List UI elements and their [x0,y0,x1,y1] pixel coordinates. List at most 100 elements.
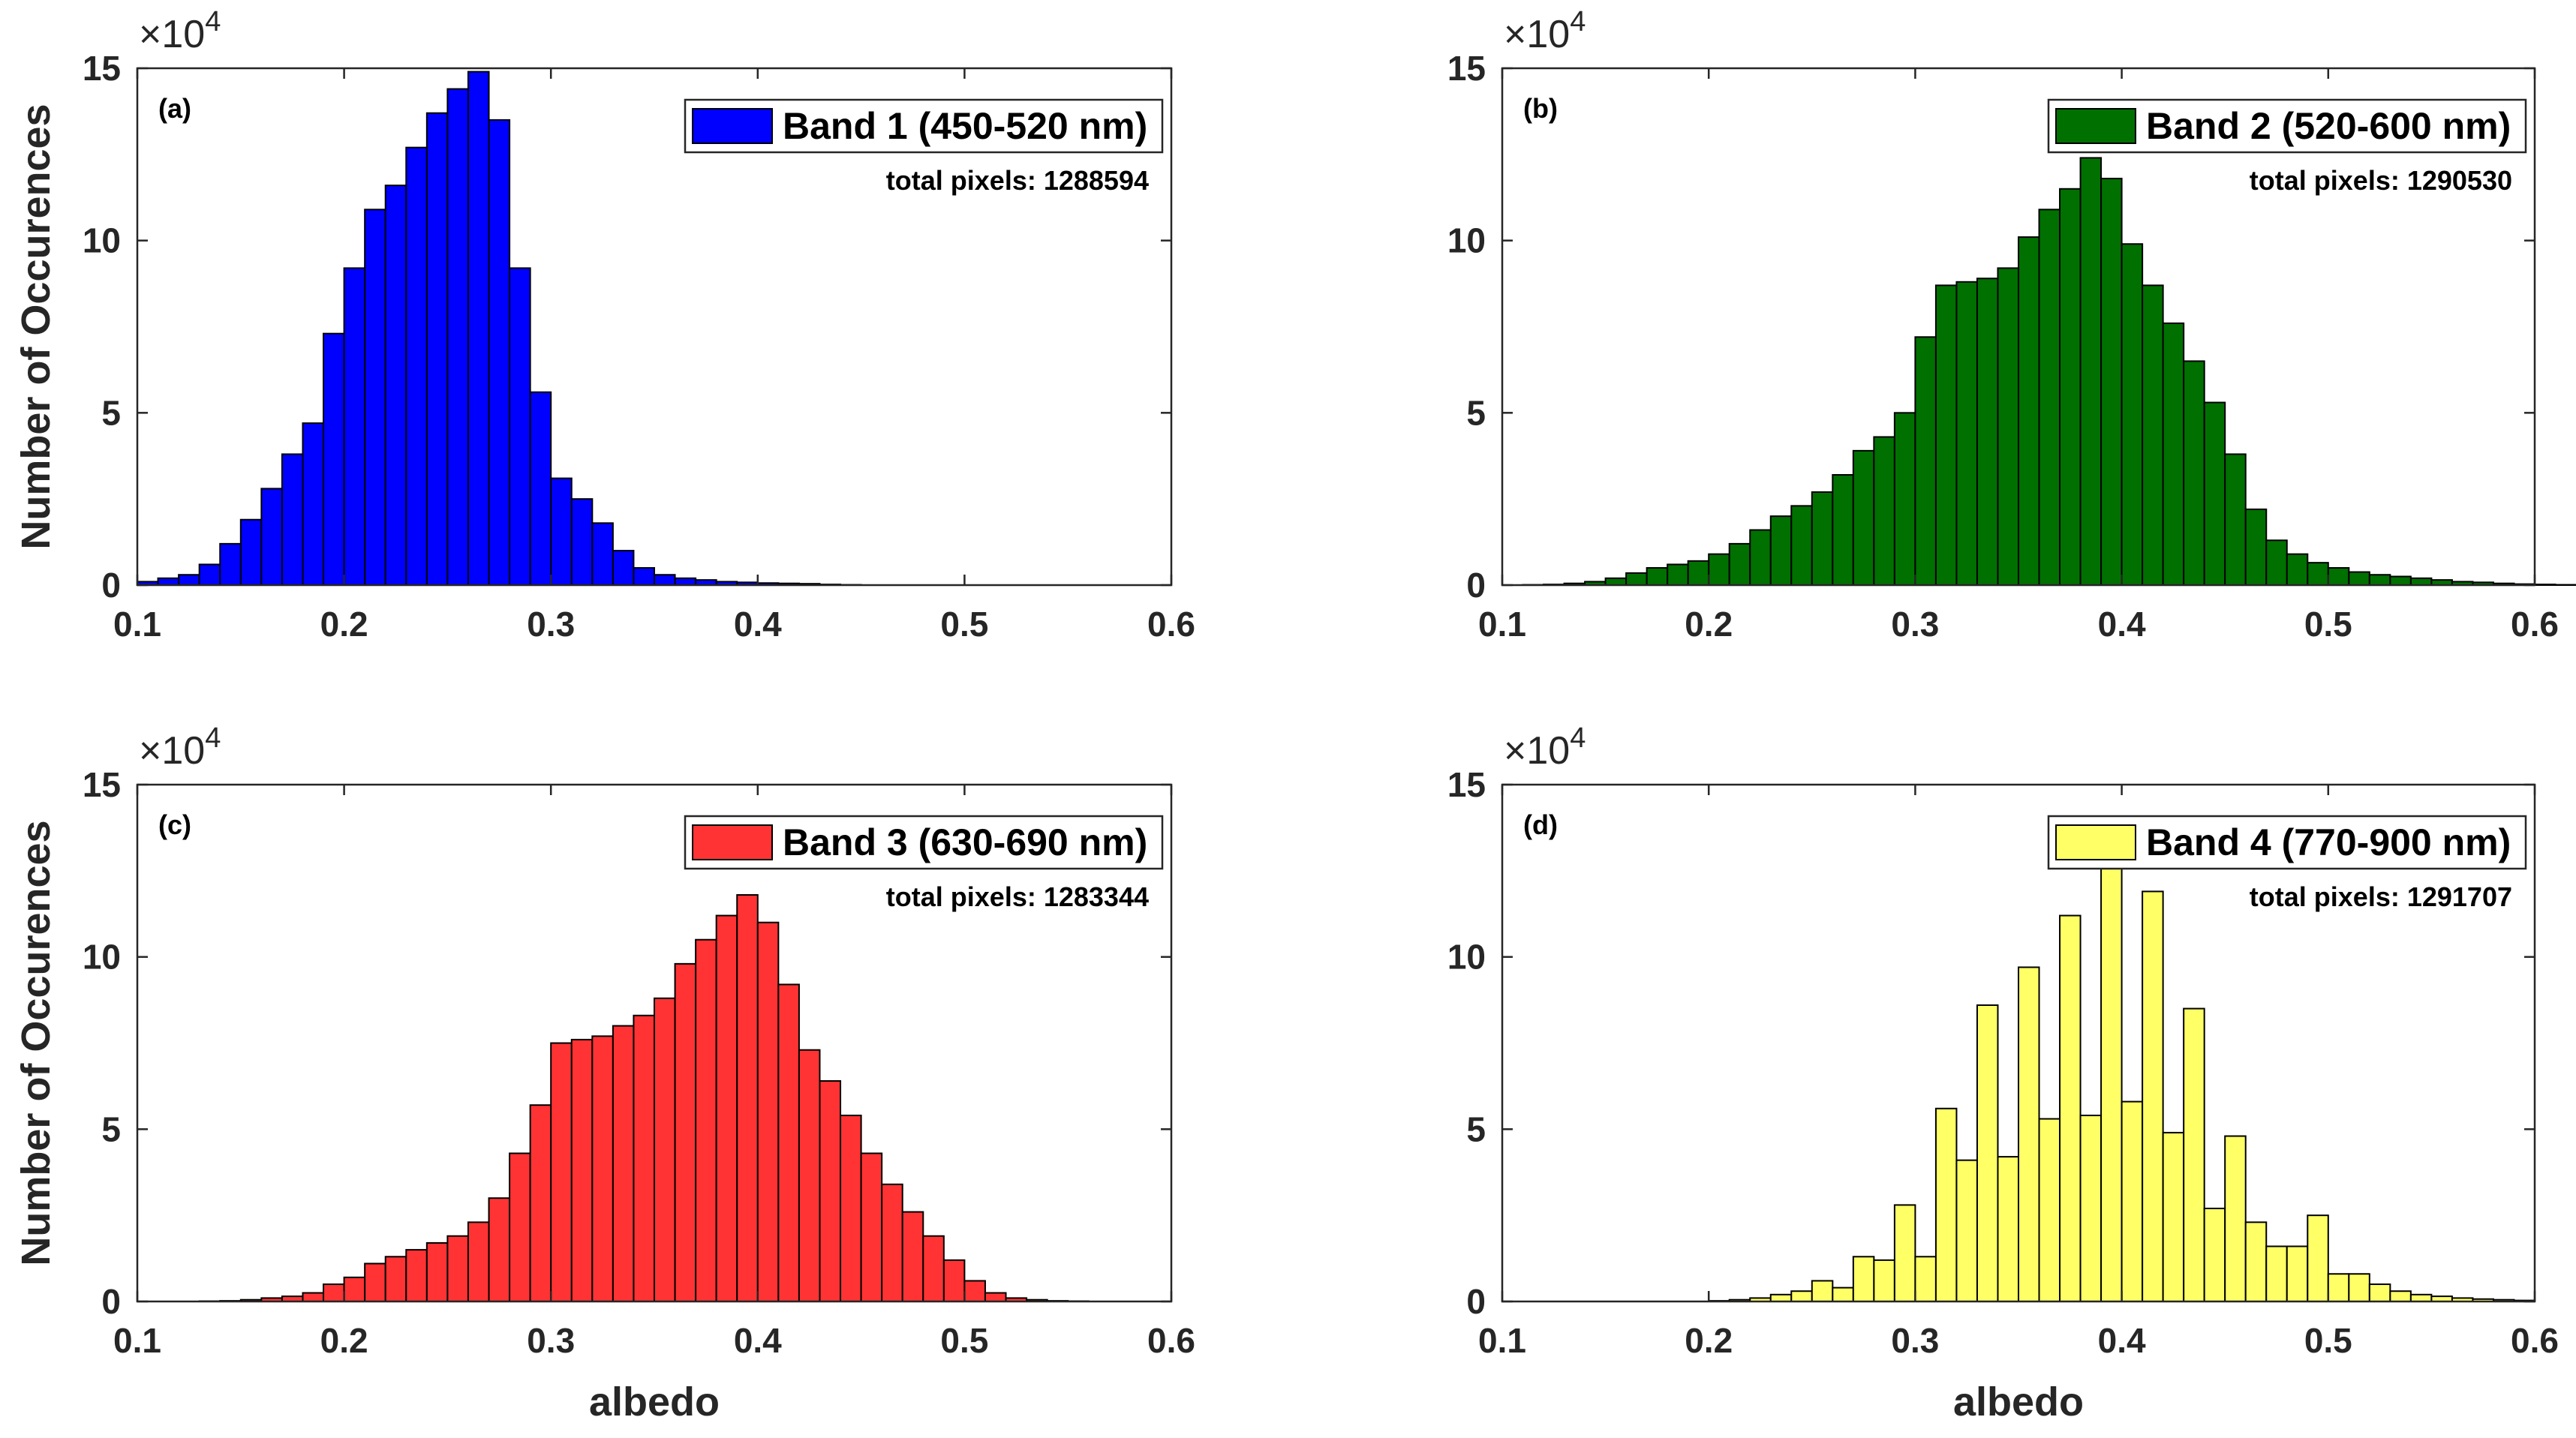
histogram-bar [570,498,594,587]
histogram-bar [343,267,366,586]
histogram-bar [633,1014,656,1302]
y-tick-label: 10 [1447,938,1486,977]
histogram-bar [550,1042,573,1302]
histogram-bar [1914,1256,1937,1302]
histogram-bar [736,893,759,1302]
histogram-bar [2203,1207,2226,1302]
histogram-bar [2389,575,2412,586]
histogram-bar [509,267,531,586]
histogram-bar [1769,515,1793,587]
histogram-bar [2409,577,2433,587]
histogram-bar [942,1259,966,1303]
x-tick-label: 0.6 [2511,1321,2559,1360]
histogram-bar [384,185,407,586]
histogram-bar [674,577,697,587]
axes-box [136,67,1173,587]
histogram-bar [570,1038,594,1302]
panel-c: 0.1 0.2 0.3 0.4 0.5 0.6 0 5 10 15 ×104 (c) Band 3 (6… [14,722,1195,1424]
histogram-bar [1790,1290,1813,1302]
histogram-bar [654,997,676,1302]
histogram-bar [1873,1259,1895,1303]
histogram-bar [2018,236,2040,586]
histogram-bar [1955,1159,1978,1302]
y-multiplier: ×104 [1504,6,1586,56]
histogram-bar [239,518,263,587]
histogram-bar [1832,1286,1854,1303]
histogram-bar [1914,336,1937,586]
histogram-bar [343,1276,366,1303]
axes-box [1501,783,2536,1303]
histogram-bar [1811,491,1834,586]
x-tick-label: 0.5 [940,1321,988,1360]
histogram-bar [2183,360,2205,586]
histogram-bar [2348,1273,2370,1302]
x-tick-label: 0.1 [113,1321,161,1360]
histogram-bar [446,1235,469,1303]
panel-label: (d) [1523,809,1558,840]
histogram-bar [2059,914,2082,1302]
y-tick-label: 5 [101,1109,121,1148]
axes-box [136,783,1173,1303]
y-tick-label: 10 [83,221,121,260]
y-multiplier: ×104 [1504,722,1586,773]
histogram-bar [1646,567,1669,586]
legend-swatch [2055,108,2136,144]
x-tick-label: 0.2 [320,605,368,644]
histogram-bar [633,567,656,586]
histogram-bar [2307,562,2329,586]
histogram-bar [840,1114,862,1302]
y-multiplier: ×104 [139,6,221,56]
histogram-bar [612,1025,635,1302]
histogram-bar [364,209,386,586]
y-tick-label: 5 [1466,1109,1486,1148]
histogram-bar [488,1197,511,1302]
y-tick-label: 0 [101,1282,121,1321]
histogram-bar [405,1249,428,1302]
bars [1708,863,2535,1303]
histogram-bar [1728,542,1751,587]
legend: Band 3 (630-690 nm) [684,815,1164,870]
x-tick-label: 0.2 [1685,1321,1733,1360]
x-tick-label: 0.3 [527,605,575,644]
histogram-bar [425,1241,449,1302]
histogram-bar [1955,281,1978,586]
x-tick-label: 0.1 [113,605,161,644]
x-tick-label: 0.4 [2098,605,2146,644]
y-tick-label: 0 [101,566,121,605]
histogram-bar [2224,453,2247,586]
histogram-bar [2348,571,2370,587]
histogram-bar [323,1283,345,1302]
y-tick-label: 5 [1466,393,1486,432]
histogram-bar [2368,1283,2391,1302]
y-tick-label: 10 [83,938,121,977]
legend-label: Band 2 (520-600 nm) [2146,105,2511,147]
histogram-bar [219,542,242,587]
total-pixels: total pixels: 1288594 [886,165,1149,196]
histogram-bar [591,1035,614,1303]
x-tick-label: 0.5 [940,605,988,644]
histogram-bar [963,1280,986,1302]
y-multiplier-exponent: 4 [1570,722,1586,754]
y-tick-label: 0 [1466,1282,1486,1321]
histogram-bar [467,1221,490,1303]
y-multiplier-exponent: 4 [205,6,221,38]
histogram-bar [446,88,469,586]
histogram-bar [1852,1256,1875,1302]
x-tick-label: 0.1 [1478,1321,1526,1360]
x-tick-label: 0.4 [734,1321,782,1360]
histogram-bar [1997,267,2019,586]
histogram-bar [488,119,511,586]
y-multiplier-base: ×10 [139,729,205,773]
histogram-bar [798,1049,821,1302]
y-multiplier: ×104 [139,722,221,773]
legend-swatch [692,824,773,860]
panel-a: 0.1 0.2 0.3 0.4 0.5 0.6 0 5 10 15 ×104 (a) Band 1 (4… [14,6,1195,644]
legend-swatch [2055,824,2136,860]
legend: Band 1 (450-520 nm) [684,98,1164,154]
histogram-bar [178,574,200,586]
histogram-bar [157,577,180,587]
histogram-bar [1769,1293,1793,1303]
histogram-bar [2183,1007,2205,1302]
histogram-bar [2079,157,2103,586]
histogram-bar [1749,529,1772,586]
